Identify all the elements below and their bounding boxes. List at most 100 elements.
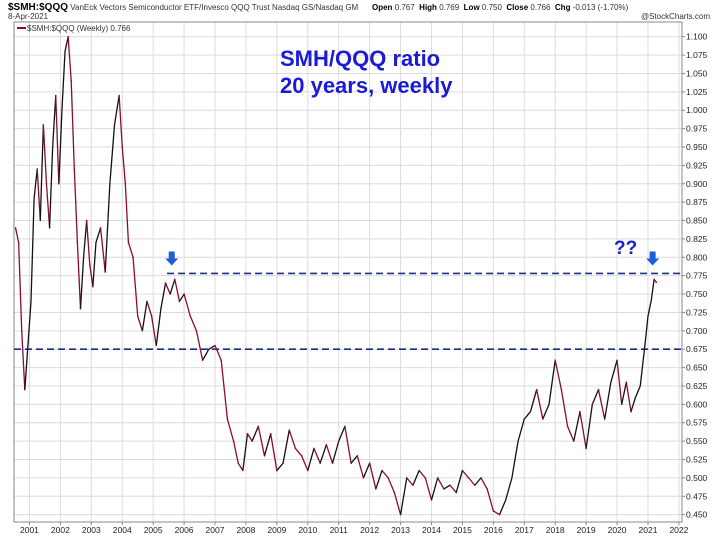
data-point bbox=[61, 109, 63, 111]
series-segment bbox=[251, 425, 259, 442]
data-point bbox=[393, 491, 396, 494]
date-label: 8-Apr-2021 bbox=[8, 12, 49, 21]
data-point bbox=[282, 462, 284, 464]
series-segment bbox=[616, 359, 623, 406]
data-point bbox=[418, 469, 420, 472]
data-point bbox=[325, 444, 328, 446]
y-tick-label: 0.800 bbox=[686, 252, 708, 262]
series-segment bbox=[220, 359, 229, 420]
y-tick-label: 1.075 bbox=[686, 50, 708, 60]
series-segment bbox=[430, 477, 439, 501]
series-segment bbox=[455, 469, 464, 494]
series-segment bbox=[58, 109, 63, 185]
series-segment bbox=[554, 359, 563, 391]
data-point bbox=[178, 300, 181, 303]
plot-frame bbox=[13, 21, 683, 523]
series-segment bbox=[174, 278, 181, 303]
series-segment bbox=[257, 425, 266, 457]
data-point bbox=[39, 219, 41, 222]
series-segment bbox=[644, 315, 649, 347]
series-segment bbox=[208, 344, 216, 350]
data-point bbox=[67, 36, 69, 38]
x-tick-label: 2011 bbox=[330, 525, 349, 535]
x-tick-label: 2013 bbox=[391, 525, 410, 535]
series-segment bbox=[362, 462, 371, 479]
series-segment bbox=[109, 124, 116, 185]
data-point bbox=[307, 469, 309, 472]
data-point bbox=[610, 381, 612, 383]
data-point bbox=[644, 344, 646, 347]
x-tick-label: 2002 bbox=[51, 525, 70, 535]
data-point bbox=[616, 359, 618, 361]
data-point bbox=[208, 348, 210, 350]
series-segment bbox=[276, 462, 284, 472]
watermark: @StockCharts.com bbox=[640, 12, 710, 21]
data-point bbox=[331, 462, 334, 464]
series-segment bbox=[387, 477, 396, 494]
y-tick-label: 0.500 bbox=[686, 473, 708, 483]
series-segment bbox=[155, 308, 162, 347]
grid bbox=[14, 22, 682, 522]
data-point bbox=[137, 315, 139, 317]
series-segment bbox=[48, 146, 54, 229]
series-segment bbox=[127, 241, 134, 258]
data-point bbox=[269, 433, 272, 435]
chg-label: Chg bbox=[554, 3, 571, 12]
x-tick-label: 2021 bbox=[639, 525, 658, 535]
x-tick-label: 2007 bbox=[206, 525, 225, 535]
data-point bbox=[127, 241, 130, 244]
x-tick-label: 2020 bbox=[608, 525, 627, 535]
series-segment bbox=[61, 50, 66, 111]
series-segment bbox=[356, 455, 365, 479]
data-point bbox=[480, 477, 482, 479]
data-point bbox=[634, 396, 637, 398]
series-segment bbox=[214, 344, 222, 361]
data-point bbox=[24, 388, 26, 391]
series-segment bbox=[33, 168, 38, 200]
x-tick-label: 2017 bbox=[515, 525, 534, 535]
data-point bbox=[412, 484, 414, 486]
series-segment bbox=[294, 447, 303, 457]
data-point bbox=[58, 183, 60, 185]
data-point bbox=[375, 488, 377, 490]
y-tick-label: 0.900 bbox=[686, 179, 708, 189]
description: VanEck Vectors Semiconductor ETF/Invesco… bbox=[70, 3, 359, 12]
series-segment bbox=[76, 241, 82, 310]
series-segment bbox=[437, 477, 445, 490]
data-point bbox=[169, 293, 171, 295]
series-segment bbox=[325, 444, 334, 464]
y-tick-label: 0.825 bbox=[686, 234, 708, 244]
series-segment bbox=[263, 433, 272, 457]
data-point bbox=[467, 477, 470, 479]
series-segment bbox=[55, 94, 60, 185]
series-segment bbox=[226, 418, 235, 442]
data-point bbox=[300, 455, 303, 457]
series-segment bbox=[141, 300, 148, 332]
data-point bbox=[195, 330, 198, 332]
data-point bbox=[313, 447, 315, 450]
data-point bbox=[214, 344, 216, 347]
series-segment bbox=[95, 227, 102, 244]
data-point bbox=[164, 282, 167, 284]
data-point bbox=[85, 219, 88, 222]
data-point bbox=[625, 381, 628, 383]
series-segment bbox=[132, 256, 139, 317]
data-point bbox=[17, 241, 20, 244]
data-point bbox=[141, 330, 144, 332]
data-point bbox=[124, 183, 127, 185]
low-value: 0.750 bbox=[481, 3, 502, 12]
series-segment bbox=[121, 146, 126, 185]
data-point bbox=[554, 359, 556, 361]
series-segment bbox=[288, 429, 297, 450]
series-segment bbox=[178, 293, 185, 303]
y-tick-label: 0.925 bbox=[686, 160, 708, 170]
x-tick-label: 2018 bbox=[546, 525, 565, 535]
y-tick-label: 0.850 bbox=[686, 216, 708, 226]
series-segment bbox=[517, 418, 525, 442]
y-tick-label: 0.675 bbox=[686, 344, 708, 354]
chart-header: $SMH:$QQQ VanEck Vectors Semiconductor E… bbox=[0, 0, 720, 22]
data-point bbox=[146, 300, 148, 303]
series-segment bbox=[270, 433, 278, 472]
x-tick-label: 2004 bbox=[113, 525, 132, 535]
